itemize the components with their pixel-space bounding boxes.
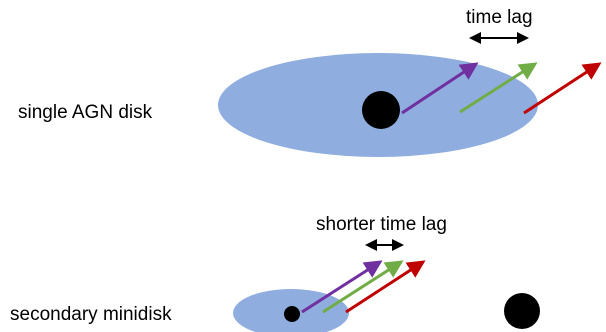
single-disk-label: single AGN disk <box>18 102 153 123</box>
primary-black-hole <box>504 293 540 329</box>
red-light-arrow-short <box>345 260 426 314</box>
central-black-hole <box>362 91 400 129</box>
green-light-arrow-short <box>322 260 404 314</box>
binary-panel: secondary minidisk shorter time lag <box>10 214 540 332</box>
time-lag-label: time lag <box>466 7 533 28</box>
single-disk-panel: single AGN disk time lag <box>18 7 602 157</box>
secondary-black-hole <box>284 306 300 322</box>
purple-light-arrow <box>401 62 479 115</box>
minidisk-label: secondary minidisk <box>10 304 172 325</box>
purple-light-arrow-short <box>301 260 383 314</box>
green-light-arrow <box>459 62 538 114</box>
shorter-time-lag-label: shorter time lag <box>316 214 447 235</box>
red-light-arrow <box>523 62 602 115</box>
